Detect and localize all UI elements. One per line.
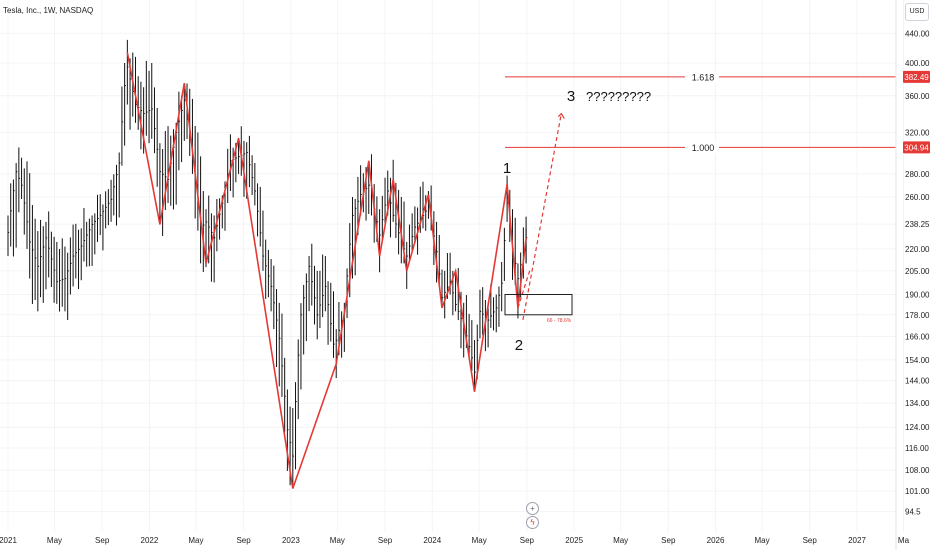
y-tick-label: 116.00	[905, 444, 929, 453]
y-tick-label: 94.5	[905, 508, 921, 517]
y-tick-label: 440.00	[905, 29, 930, 38]
x-tick-label: 2024	[423, 536, 441, 545]
y-tick-label: 144.00	[905, 377, 930, 386]
x-tick-label: May	[188, 536, 203, 545]
x-tick-label: May	[613, 536, 628, 545]
y-tick-label: 134.00	[905, 399, 930, 408]
y-tick-label: 108.00	[905, 466, 930, 475]
x-tick-label: 2023	[282, 536, 300, 545]
x-tick-label: Sep	[95, 536, 110, 545]
x-tick-label: Sep	[661, 536, 676, 545]
price-badge	[903, 141, 930, 154]
y-tick-label: 238.25	[905, 220, 930, 229]
x-tick-label: Ma	[898, 536, 910, 545]
x-tick-label: May	[472, 536, 487, 545]
x-tick-label: May	[47, 536, 62, 545]
x-tick-label: 2026	[707, 536, 725, 545]
y-tick-label: 220.00	[905, 245, 930, 254]
zigzag-line	[126, 52, 527, 489]
projection-dashed-line	[522, 113, 562, 320]
price-axis[interactable]: 440.00 400.00 360.00 320.00 280.00 260.00 238.…	[905, 29, 930, 516]
fib-label-bg	[685, 141, 719, 154]
x-tick-label: Sep	[236, 536, 251, 545]
x-tick-label: 2022	[141, 536, 159, 545]
target-zone-label: 66 - 78.6%	[547, 318, 572, 324]
price-badge-label: 382.49	[904, 73, 929, 82]
price-badge-label: 304.94	[904, 143, 929, 152]
y-tick-label: 101.00	[905, 487, 930, 496]
wave-zigzag	[126, 52, 565, 489]
y-tick-label: 124.00	[905, 423, 930, 432]
x-tick-label: May	[330, 536, 345, 545]
fib-level-label: 1.618	[692, 72, 715, 82]
wave-label-1: 1	[503, 160, 511, 177]
annotations: 1.618 1.000 382.49 304.94 1 2 3 ????????? 66 - 7…	[503, 70, 930, 354]
target-zone-box	[504, 293, 573, 316]
x-tick-label: 2021	[0, 536, 17, 545]
price-badge	[903, 70, 930, 83]
y-tick-label: 280.00	[905, 170, 930, 179]
y-tick-label: 154.00	[905, 356, 930, 365]
time-axis[interactable]: 2021 May Sep 2022 May Sep 2023 May Sep 2024 May Sep…	[0, 536, 910, 545]
question-marks: ?????????	[586, 89, 651, 104]
x-tick-label: 2025	[565, 536, 583, 545]
x-tick-label: Sep	[378, 536, 393, 545]
symbol-title: Tesla, Inc., 1W, NASDAQ	[3, 6, 93, 15]
y-tick-label: 400.00	[905, 59, 930, 68]
fib-label-bg	[685, 70, 719, 83]
plus-icon[interactable]: +	[526, 502, 539, 515]
currency-button[interactable]: USD	[905, 3, 929, 21]
x-tick-label: May	[755, 536, 770, 545]
y-tick-label: 260.00	[905, 193, 930, 202]
y-tick-label: 320.00	[905, 128, 930, 137]
x-tick-label: 2027	[848, 536, 866, 545]
fib-level-label: 1.000	[692, 143, 715, 153]
y-tick-label: 166.00	[905, 332, 930, 341]
x-tick-label: Sep	[520, 536, 535, 545]
y-tick-label: 205.00	[905, 267, 930, 276]
wave-label-3: 3	[567, 88, 575, 105]
y-tick-label: 190.00	[905, 290, 930, 299]
y-tick-label: 178.00	[905, 311, 930, 320]
chart-grid	[0, 0, 904, 532]
y-tick-label: 360.00	[905, 92, 930, 101]
candle-series	[7, 39, 528, 489]
projection-arrowhead	[557, 112, 565, 119]
flash-icon[interactable]: ϟ	[526, 516, 539, 529]
wave-label-2: 2	[515, 337, 523, 354]
x-tick-label: Sep	[803, 536, 818, 545]
